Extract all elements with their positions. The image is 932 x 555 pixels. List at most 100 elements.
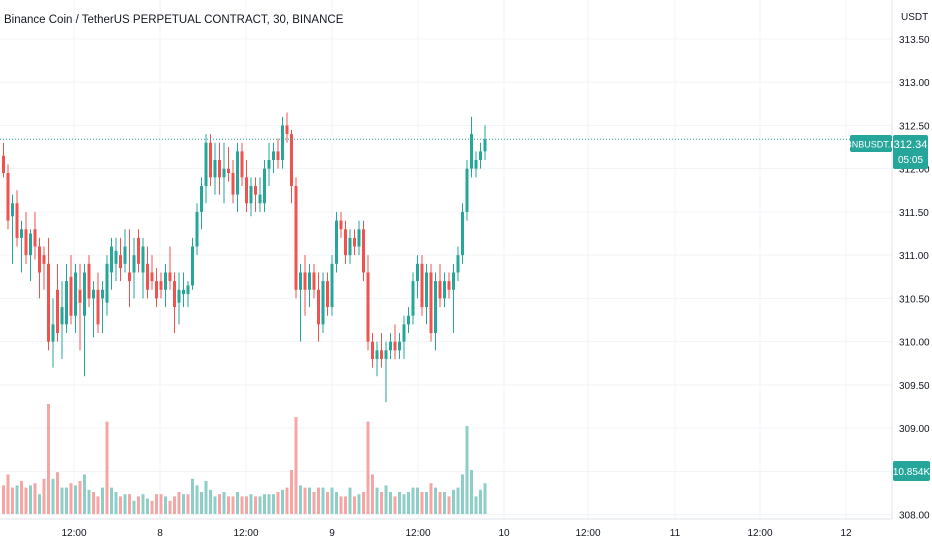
grid-lines [0, 0, 892, 519]
candle [60, 281, 64, 359]
price-tick-label: 311.50 [899, 208, 929, 219]
candle [42, 246, 46, 290]
price-badge [893, 135, 928, 169]
candle [294, 177, 298, 299]
time-axis[interactable]: 12:00 8 12:00 9 12:00 10 12:00 11 12:00 12 [0, 518, 892, 539]
candle-body [294, 185, 298, 290]
price-axis[interactable]: USDT 313.50 313.00 312.50 312.00 311.50 311.0… [891, 0, 930, 522]
volume-bar [425, 492, 428, 514]
volume-bar [29, 485, 32, 514]
volume-bar [339, 496, 343, 514]
candle [33, 211, 37, 260]
candle-body [218, 160, 221, 178]
candle-body [344, 229, 347, 256]
candle-body [2, 155, 5, 173]
candle-body [456, 255, 460, 273]
candle [119, 237, 122, 282]
candle [434, 272, 437, 351]
candle-body [15, 203, 19, 238]
candle [38, 237, 41, 299]
candle-body [267, 160, 271, 169]
candle [303, 255, 307, 316]
volume-bar [105, 421, 109, 514]
candle [348, 229, 352, 264]
candle-body [452, 272, 455, 290]
volume-bar [240, 496, 244, 514]
last-volume-value: 10.854K [893, 467, 931, 478]
candle-body [398, 341, 401, 351]
candle-body [191, 246, 194, 286]
candle [56, 263, 59, 342]
volume-bar [254, 496, 257, 514]
candle [362, 220, 365, 282]
candle [290, 129, 293, 204]
volume-bar [123, 494, 127, 514]
volume-bar [236, 492, 239, 514]
volume-tag: 10.854K [893, 461, 931, 481]
volume-bar [330, 487, 334, 514]
time-tick-label: 11 [670, 528, 681, 539]
candle-body [159, 281, 163, 290]
volume-bar [186, 494, 190, 514]
candle-body [150, 272, 154, 282]
candle [20, 220, 23, 273]
candle [11, 194, 14, 264]
candle-body [119, 255, 122, 269]
price-tick-label: 312.50 [899, 121, 930, 132]
candle [218, 142, 221, 195]
candle [402, 315, 406, 359]
volume-bar [177, 492, 181, 514]
volume-bar [312, 492, 316, 514]
volume-bar [24, 487, 28, 514]
volume-bar [33, 483, 37, 514]
candle-body [384, 350, 388, 359]
volume-bar [434, 487, 437, 514]
candle-body [29, 233, 32, 256]
symbol-badge [850, 135, 892, 152]
volume-bar [416, 487, 419, 514]
price-tick-label: 308.00 [899, 511, 930, 522]
time-tick-label: 12 [840, 528, 852, 539]
candle [465, 160, 469, 221]
volume-bar [366, 421, 370, 514]
candle [281, 116, 284, 169]
candle-body [303, 272, 307, 290]
candle [380, 333, 383, 368]
candle-body [83, 272, 86, 316]
volume-bar [321, 487, 325, 514]
candle [6, 164, 10, 230]
volume-bar [429, 483, 433, 514]
last-price-value: 312.34 [894, 139, 928, 151]
candle [231, 160, 235, 204]
volume-bar [285, 487, 289, 514]
candle-body [20, 229, 23, 238]
volume-bar [114, 492, 118, 514]
candle [15, 190, 19, 247]
volume-bar [11, 487, 14, 514]
candle [317, 272, 320, 342]
candle [411, 272, 415, 325]
volume-bar [56, 472, 59, 514]
candle-body [222, 168, 226, 178]
candle [393, 324, 397, 359]
volume-bar [209, 489, 212, 514]
candle-body [141, 246, 145, 273]
candle [321, 272, 325, 334]
time-tick-label: 12:00 [405, 528, 430, 539]
candle [141, 237, 145, 299]
candle-body [326, 281, 329, 308]
candle-body [38, 246, 41, 273]
last-price-tag: BNBUSDT.P 312.34 05:05 [846, 135, 928, 169]
candle-body [137, 237, 140, 264]
volume-bar [389, 492, 392, 514]
candle [227, 147, 230, 182]
volume-bar [15, 485, 19, 514]
candle-body [402, 324, 406, 342]
volume-bar [402, 494, 406, 514]
candle-body [69, 276, 73, 316]
candle [357, 220, 361, 256]
volume-bar [290, 470, 293, 514]
candle-body [348, 237, 352, 256]
